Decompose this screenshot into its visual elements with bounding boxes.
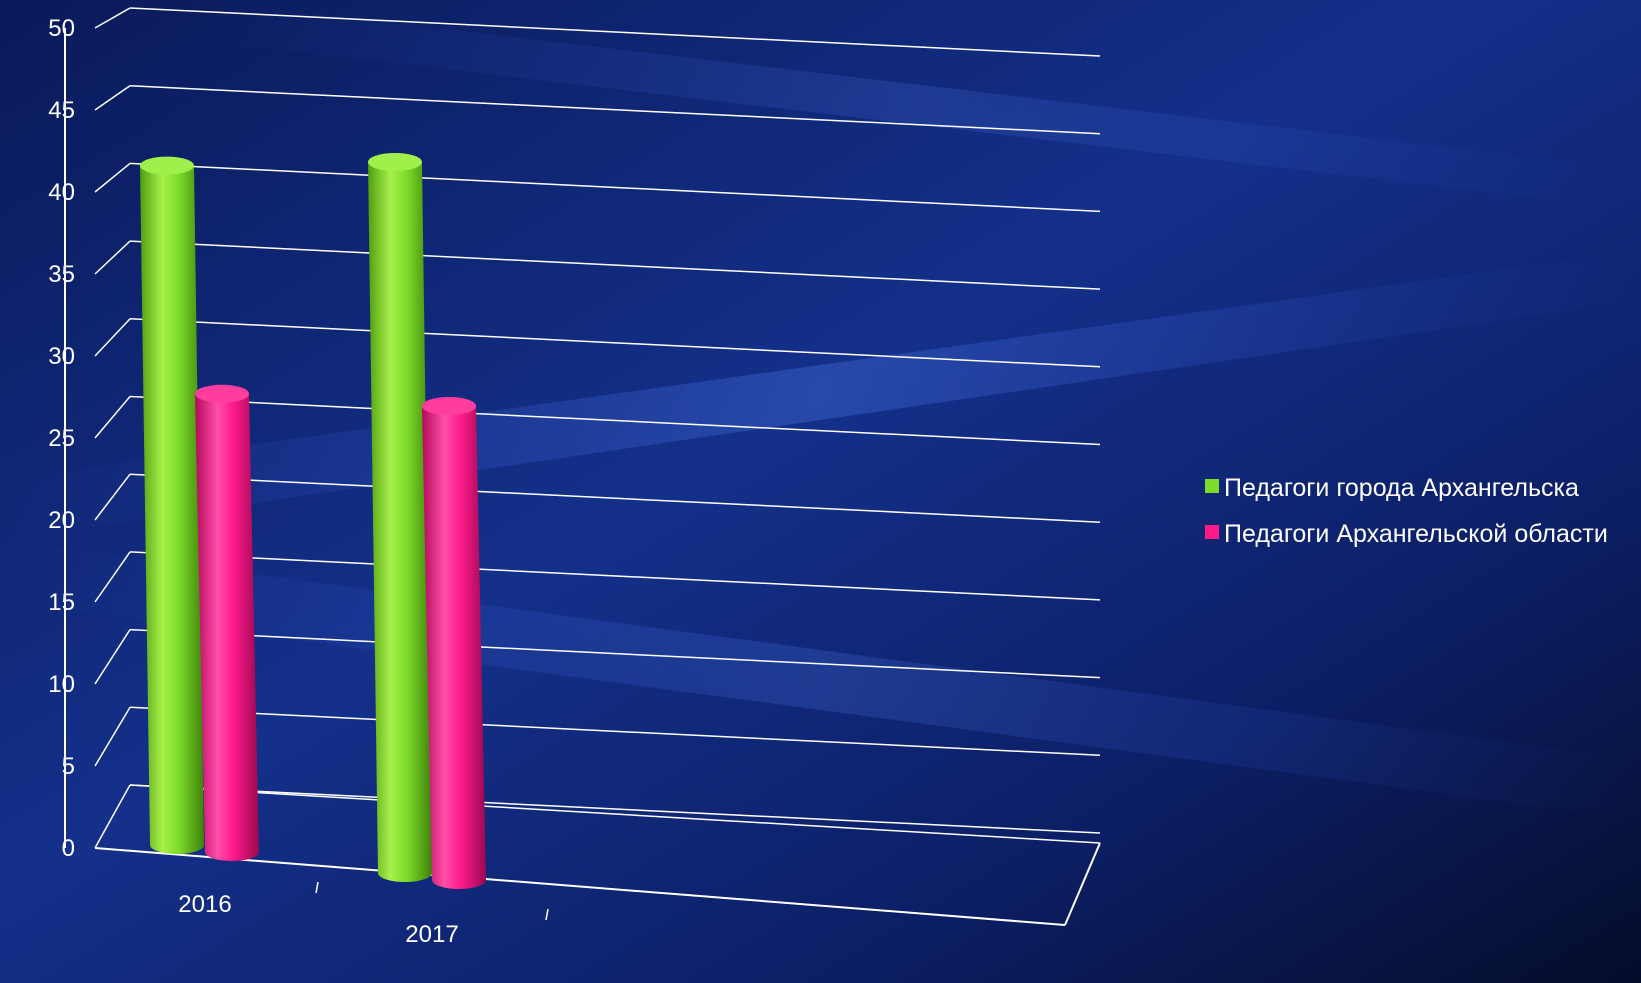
y-tick-label-30: 30 xyxy=(48,343,75,370)
gridline-back-15 xyxy=(129,551,1101,601)
floor-front-edge xyxy=(94,847,1066,926)
gridline-back-5 xyxy=(129,706,1101,757)
gridline-back-30 xyxy=(129,318,1101,368)
gridline-back-45 xyxy=(129,84,1101,135)
axes xyxy=(64,28,1101,926)
bar-body xyxy=(140,165,204,855)
y-tick-label-50: 50 xyxy=(48,15,75,42)
bar-cap xyxy=(368,153,422,171)
y-tick-label-0: 0 xyxy=(62,835,75,862)
gridline-side-15 xyxy=(94,551,131,603)
gridline-back-0 xyxy=(129,784,1101,834)
gridline-side-35 xyxy=(94,240,131,275)
gridline-side-50 xyxy=(94,7,131,29)
floor-right-edge xyxy=(1064,842,1101,926)
gridline-side-20 xyxy=(94,473,131,521)
gridline-side-10 xyxy=(94,629,131,685)
grid-lines xyxy=(94,7,1101,849)
gridline-back-20 xyxy=(129,473,1101,523)
y-tick-label-25: 25 xyxy=(48,425,75,452)
bar-body xyxy=(195,393,259,861)
bar-cap xyxy=(195,384,249,403)
gridline-back-10 xyxy=(129,628,1101,679)
y-tick-label-45: 45 xyxy=(48,97,75,124)
x-tick-mark-0 xyxy=(315,881,319,894)
gridline-back-50 xyxy=(129,7,1101,57)
legend-swatch-city xyxy=(1205,479,1219,493)
y-tick-label-35: 35 xyxy=(48,261,75,288)
x-category-label-2017: 2017 xyxy=(405,921,458,948)
gridline-side-40 xyxy=(94,162,131,193)
bar-cap xyxy=(422,397,476,415)
gridline-back-40 xyxy=(129,162,1101,213)
gridline-side-30 xyxy=(94,318,131,357)
y-tick-label-5: 5 xyxy=(62,753,75,780)
bar-2017-series-0 xyxy=(368,153,432,882)
y-tick-label-20: 20 xyxy=(48,507,75,534)
bar-body xyxy=(368,162,432,882)
legend-item-region: Педагоги Архангельской области xyxy=(1205,520,1608,548)
gridline-side-5 xyxy=(94,706,131,767)
legend-label-city: Педагоги города Архангельска xyxy=(1224,474,1579,502)
x-tick-mark-1 xyxy=(545,908,549,921)
bar-2017-series-1 xyxy=(422,397,486,889)
gridline-back-35 xyxy=(129,240,1101,290)
legend: Педагоги города Архангельска Педагоги Ар… xyxy=(1205,474,1608,548)
legend-label-region: Педагоги Архангельской области xyxy=(1224,520,1608,548)
legend-swatch-region xyxy=(1205,525,1219,539)
floor-back-edge xyxy=(129,784,1101,844)
gridline-back-25 xyxy=(129,395,1101,446)
gridline-side-0 xyxy=(94,784,131,849)
y-tick-label-10: 10 xyxy=(48,671,75,698)
bar-2016-series-1 xyxy=(195,384,259,861)
bar-cap xyxy=(140,156,194,175)
gridline-side-25 xyxy=(94,396,131,439)
y-tick-label-15: 15 xyxy=(48,589,75,616)
y-tick-label-40: 40 xyxy=(48,179,75,206)
y-axis-tick-labels: 0 5 10 15 20 25 30 35 40 45 50 xyxy=(48,15,75,862)
bar-body xyxy=(422,406,486,889)
x-category-label-2016: 2016 xyxy=(178,891,231,918)
legend-item-city: Педагоги города Архангельска xyxy=(1205,474,1579,502)
bar-2016-series-0 xyxy=(140,156,204,855)
x-axis-category-labels: 2016 2017 xyxy=(178,881,549,948)
gridline-side-45 xyxy=(94,85,131,111)
bars xyxy=(140,153,486,889)
